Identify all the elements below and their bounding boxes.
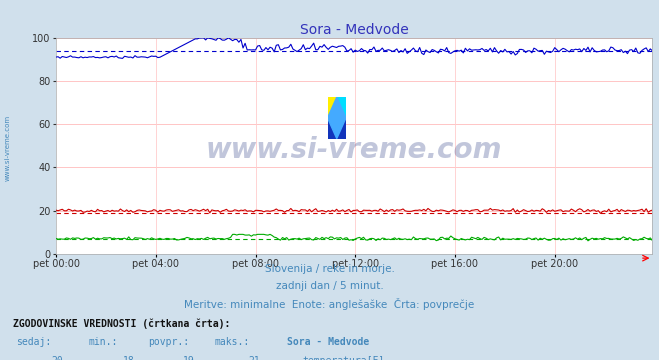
Text: Slovenija / reke in morje.: Slovenija / reke in morje. xyxy=(264,264,395,274)
Text: min.:: min.: xyxy=(89,337,119,347)
Text: Meritve: minimalne  Enote: anglešaške  Črta: povprečje: Meritve: minimalne Enote: anglešaške Črt… xyxy=(185,298,474,310)
Text: zadnji dan / 5 minut.: zadnji dan / 5 minut. xyxy=(275,281,384,291)
Text: Sora - Medvode: Sora - Medvode xyxy=(287,337,369,347)
Polygon shape xyxy=(328,97,346,139)
Title: Sora - Medvode: Sora - Medvode xyxy=(300,23,409,37)
Text: 20: 20 xyxy=(51,356,63,360)
Polygon shape xyxy=(337,97,346,118)
Text: 18: 18 xyxy=(123,356,135,360)
Text: maks.:: maks.: xyxy=(214,337,249,347)
Text: www.si-vreme.com: www.si-vreme.com xyxy=(5,114,11,181)
Text: sedaj:: sedaj: xyxy=(16,337,51,347)
Text: 19: 19 xyxy=(183,356,194,360)
Text: 21: 21 xyxy=(248,356,260,360)
Polygon shape xyxy=(328,118,346,139)
Text: povpr.:: povpr.: xyxy=(148,337,189,347)
Text: temperatura[F]: temperatura[F] xyxy=(302,356,385,360)
Text: www.si-vreme.com: www.si-vreme.com xyxy=(206,136,502,164)
Polygon shape xyxy=(328,97,337,118)
Text: ZGODOVINSKE VREDNOSTI (črtkana črta):: ZGODOVINSKE VREDNOSTI (črtkana črta): xyxy=(13,319,231,329)
